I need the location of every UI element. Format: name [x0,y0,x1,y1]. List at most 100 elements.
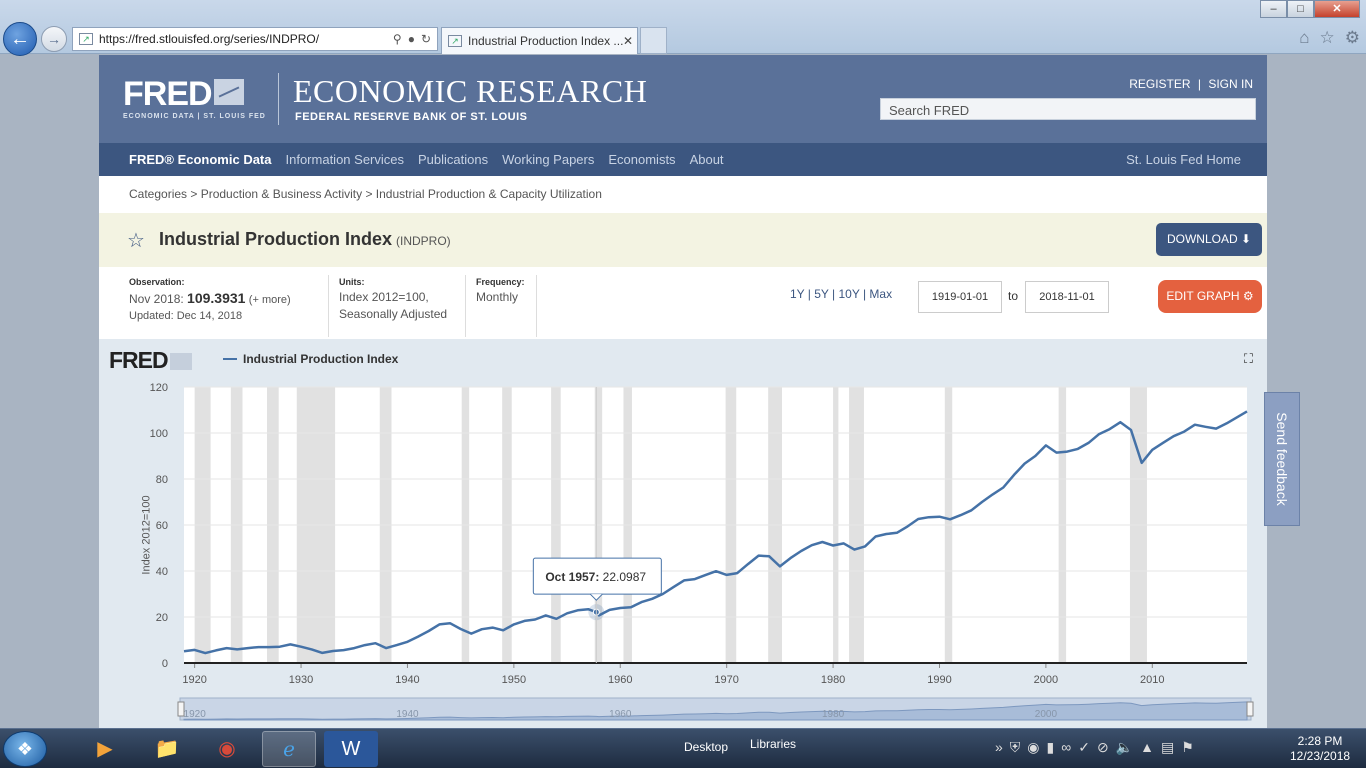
x-tick-label: 1920 [182,674,206,686]
chrome-icon[interactable]: ◉ [218,738,236,760]
units-line-1: Index 2012=100, [339,290,429,304]
settings-gear-icon[interactable]: ⚙ [1344,28,1360,47]
graph-logo-icon [213,79,244,105]
address-url[interactable]: https://fred.stlouisfed.org/series/INDPR… [99,32,320,46]
x-tick-label: 1990 [927,674,951,686]
nav-item-publications[interactable]: Publications [418,152,489,167]
battery-icon[interactable]: ▮ [1046,739,1055,755]
meta-separator [465,275,466,337]
minimize-button[interactable]: ‒ [1260,0,1287,18]
sign-in-link[interactable]: SIGN IN [1208,77,1253,91]
observation-line: Nov 2018: 109.3931 (+ more) [129,290,291,306]
navigator-right-handle[interactable] [1246,701,1254,717]
window-controls: ‒ □ ✕ [1260,0,1360,18]
action-center-flag-icon[interactable]: ⚑ [1181,739,1194,755]
graph-logo-icon [169,353,192,371]
legend-label: Industrial Production Index [243,352,399,366]
meta-separator [536,275,537,337]
navigator-label: 1940 [396,709,419,720]
lock-icon[interactable]: ● [407,32,415,46]
download-label: DOWNLOAD [1166,232,1238,246]
gear-icon: ⚙ [1242,289,1254,303]
economic-research-title[interactable]: ECONOMIC RESEARCH [293,73,648,109]
edit-graph-label: EDIT GRAPH [1166,289,1240,303]
network-globe-icon[interactable]: ◉ [1027,739,1040,755]
nav-item-information-services[interactable]: Information Services [285,152,405,167]
volume-icon[interactable]: 🔈 [1115,739,1134,755]
x-tick-label: 1930 [289,674,313,686]
system-clock[interactable]: 2:28 PM 12/23/2018 [1290,734,1350,764]
check-icon[interactable]: ✓ [1078,739,1090,755]
chart-legend[interactable]: Industrial Production Index [223,352,398,366]
graph-panel: 0 20 40 60 80 100 120 1920 1930 1940 1950 1960 1970 1… [99,339,1267,728]
series-metadata: Observation: Nov 2018: 109.3931 (+ more)… [99,267,1267,339]
nav-item-working-papers[interactable]: Working Papers [502,152,595,167]
file-explorer-icon[interactable]: 📁 [154,738,180,760]
fred-logo[interactable]: FRED [123,75,244,114]
observation-label: Observation: [129,277,185,287]
nav-item-economists[interactable]: Economists [608,152,676,167]
edit-graph-button[interactable]: EDIT GRAPH ⚙ [1158,280,1262,313]
y-tick-label: 0 [162,658,168,670]
media-player-icon[interactable]: ▶ [97,738,113,760]
st-louis-fed-home-link[interactable]: St. Louis Fed Home [1126,152,1241,167]
navigator-left-handle[interactable] [177,701,185,717]
search-icon[interactable]: ⚲ [392,32,402,46]
y-tick-label: 40 [156,566,168,578]
download-icon: ⬇ [1240,232,1252,246]
web-page: FRED ECONOMIC DATA | ST. LOUIS FED ECONO… [99,55,1267,728]
new-tab-button[interactable] [640,27,667,54]
start-button[interactable]: ❖ [3,731,47,767]
breadcrumb[interactable]: Categories > Production & Business Activ… [129,187,602,201]
send-feedback-button[interactable]: Send feedback [1264,392,1300,526]
search-input[interactable]: Search FRED [880,98,1256,120]
navigator-label: 2000 [1035,709,1058,720]
favorites-star-icon[interactable]: ☆ [1319,28,1335,47]
observation-value: 109.3931 [187,290,246,306]
address-bar[interactable]: ↗ https://fred.stlouisfed.org/series/IND… [72,27,438,51]
home-icon[interactable]: ⌂ [1299,28,1310,47]
maximize-button[interactable]: □ [1287,0,1314,18]
register-link[interactable]: REGISTER [1129,77,1191,91]
nav-item-fred-data[interactable]: FRED® Economic Data [129,152,272,167]
update-icon[interactable]: ▲ [1140,739,1154,755]
site-favicon-icon: ↗ [79,33,93,45]
x-tick-label: 2010 [1140,674,1164,686]
start-date-input[interactable]: 1919-01-01 [918,281,1002,313]
tab-close-icon[interactable]: ✕ [622,34,633,48]
frequency-block: Frequency: Monthly [476,277,525,304]
link-icon[interactable]: ∞ [1061,739,1072,755]
x-tick-label: 1950 [502,674,526,686]
word-icon[interactable]: W [324,731,378,767]
back-arrow-icon[interactable]: ← [3,22,37,56]
browser-tab[interactable]: ↗ Industrial Production Index ... ✕ [441,27,638,54]
desktop-toolbar[interactable]: Desktop [684,740,729,754]
blocked-icon[interactable]: ⊘ [1096,739,1109,755]
tooltip-text: Oct 1957: 22.0987 [545,570,646,584]
wifi-signal-icon[interactable]: ▤ [1160,739,1175,755]
fred-logo-text: FRED [123,75,213,113]
range-selector[interactable]: 1Y | 5Y | 10Y | Max [790,287,893,301]
end-date-input[interactable]: 2018-11-01 [1025,281,1109,313]
y-axis-label: Index 2012=100 [140,495,153,575]
page-title: Industrial Production Index (INDPRO) [159,229,451,250]
line-chart[interactable]: 0 20 40 60 80 100 120 1920 1930 1940 1950 1960 1970 1… [99,339,1267,728]
navigator-label: 1920 [184,709,207,720]
libraries-toolbar[interactable]: Libraries [750,737,797,751]
download-button[interactable]: DOWNLOAD ⬇ [1156,223,1262,256]
site-header: FRED ECONOMIC DATA | ST. LOUIS FED ECONO… [99,55,1267,143]
series-line [183,410,1248,655]
x-tick-label: 1980 [821,674,845,686]
nav-item-about[interactable]: About [689,152,724,167]
tray-expand-icon[interactable]: » [995,739,1003,755]
more-link[interactable]: (+ more) [248,294,291,306]
meta-separator [328,275,329,337]
internet-explorer-icon[interactable]: ℯ [262,731,316,767]
fullscreen-expand-icon[interactable]: ⛶ [1243,351,1253,366]
browser-chrome: ‒ □ ✕ ← → ↗ https://fred.stlouisfed.org/… [0,0,1366,56]
favorite-star-icon[interactable]: ☆ [127,230,145,252]
forward-arrow-icon[interactable]: → [41,26,67,52]
shield-icon[interactable]: ⛨ [1009,739,1021,755]
refresh-icon[interactable]: ↻ [420,32,431,46]
close-window-button[interactable]: ✕ [1314,0,1360,18]
